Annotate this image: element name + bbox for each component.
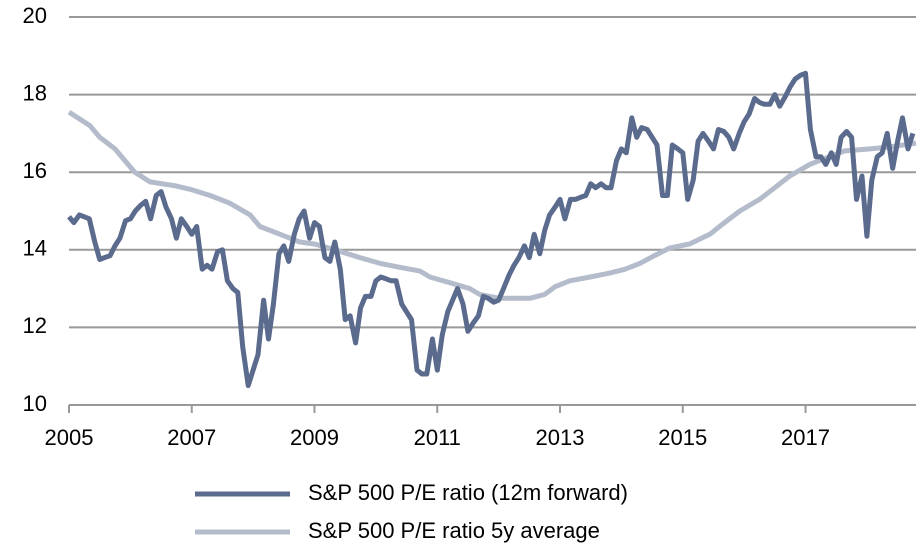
x-tick-label: 2011 bbox=[414, 425, 461, 450]
x-tick-label: 2015 bbox=[658, 425, 707, 450]
y-tick-label: 14 bbox=[23, 236, 47, 261]
y-tick-label: 18 bbox=[23, 80, 47, 105]
series-line bbox=[67, 70, 916, 389]
legend-label: S&P 500 P/E ratio (12m forward) bbox=[308, 480, 628, 505]
y-tick-label: 16 bbox=[23, 158, 47, 183]
y-tick-label: 12 bbox=[23, 313, 47, 338]
y-tick-label: 20 bbox=[23, 3, 47, 28]
x-tick-label: 2005 bbox=[45, 425, 94, 450]
x-tick-label: 2009 bbox=[290, 425, 339, 450]
y-tick-label: 10 bbox=[23, 391, 47, 416]
x-tick-label: 2017 bbox=[781, 425, 830, 450]
series-line bbox=[67, 109, 917, 301]
x-tick-label: 2013 bbox=[536, 425, 585, 450]
legend-label: S&P 500 P/E ratio 5y average bbox=[308, 518, 600, 543]
x-tick-label: 2007 bbox=[167, 425, 216, 450]
